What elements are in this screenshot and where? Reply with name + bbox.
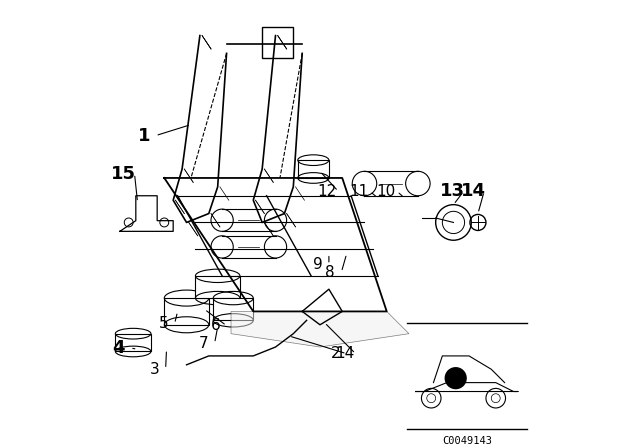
Text: 4: 4 (113, 339, 125, 357)
Text: 1: 1 (138, 127, 150, 145)
Text: 6: 6 (211, 318, 220, 333)
Text: C0049143: C0049143 (442, 436, 492, 446)
Circle shape (445, 367, 467, 389)
Text: 7: 7 (198, 336, 208, 351)
Text: 12: 12 (317, 184, 337, 199)
Text: 10: 10 (376, 184, 396, 199)
Bar (115, 334, 151, 352)
Text: 2: 2 (331, 346, 340, 361)
Text: 14: 14 (461, 182, 486, 200)
Bar (164, 298, 209, 325)
Polygon shape (231, 311, 409, 347)
Text: 3: 3 (150, 362, 159, 377)
Bar (213, 298, 253, 320)
Text: 5: 5 (159, 316, 168, 332)
Text: 13: 13 (440, 182, 465, 200)
Bar (195, 276, 240, 298)
Text: 8: 8 (325, 265, 335, 280)
Bar (262, 27, 293, 58)
Text: 9: 9 (313, 257, 323, 272)
Text: 15: 15 (111, 164, 136, 182)
Bar (298, 160, 329, 178)
Text: 11: 11 (349, 184, 369, 199)
Text: 14: 14 (335, 346, 354, 361)
